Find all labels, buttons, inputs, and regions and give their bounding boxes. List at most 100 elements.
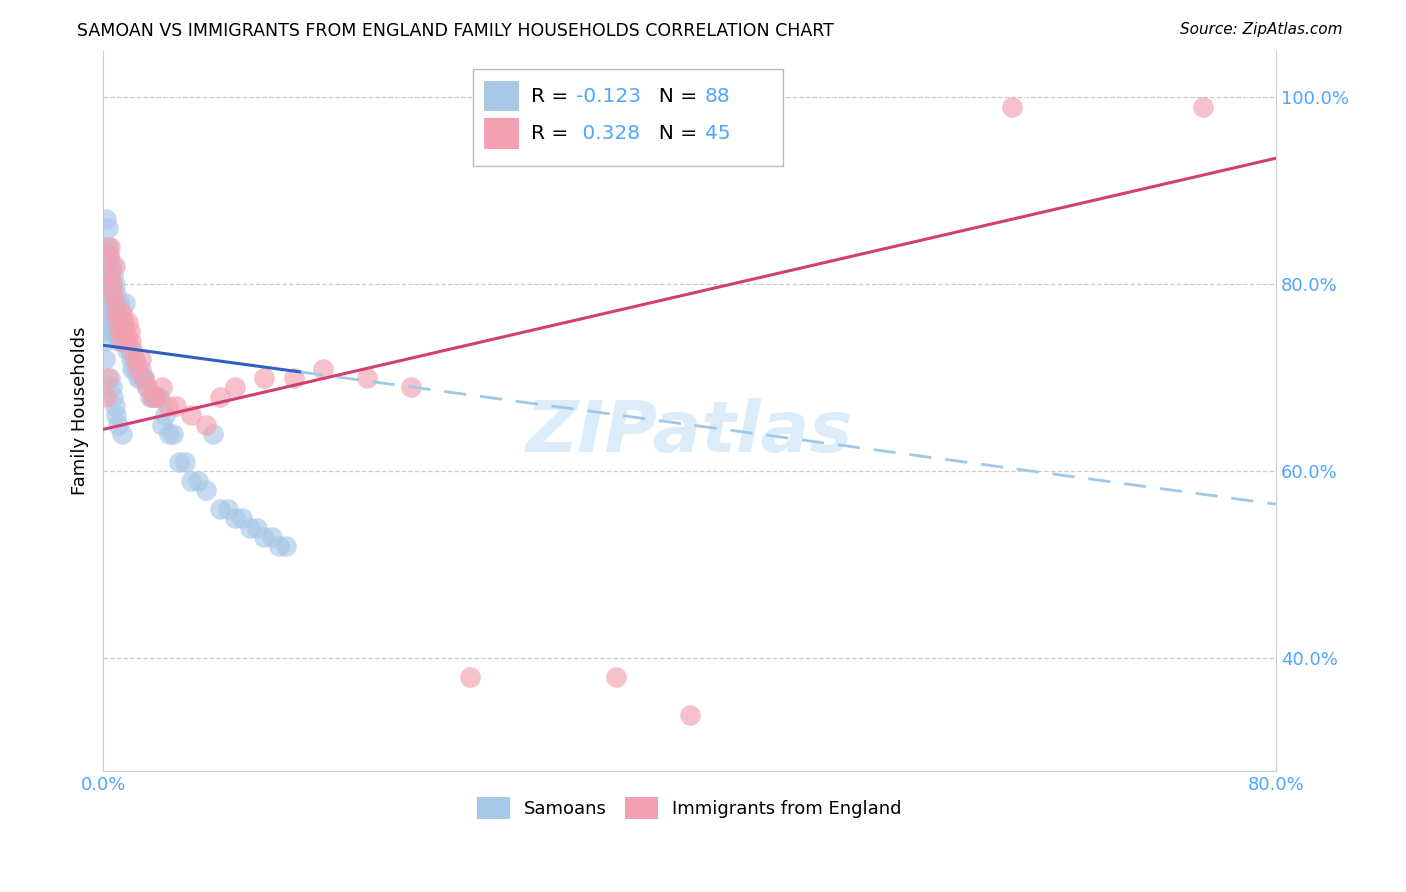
Point [239, 520, 262, 534]
Point [148, 390, 170, 404]
Point [100, 296, 122, 310]
Point [105, 409, 128, 423]
Text: N =: N = [647, 87, 703, 105]
Point [108, 324, 131, 338]
Point [103, 390, 125, 404]
Point [224, 511, 246, 525]
Point [165, 399, 187, 413]
Point [98, 268, 121, 282]
Point [169, 455, 191, 469]
Point [150, 417, 173, 432]
Point [194, 417, 217, 432]
Point [104, 259, 127, 273]
Point [117, 334, 139, 348]
Text: N =: N = [647, 124, 703, 143]
Y-axis label: Family Households: Family Households [72, 326, 89, 495]
Point [187, 474, 209, 488]
Point [136, 380, 159, 394]
Point [127, 361, 149, 376]
Point [209, 501, 232, 516]
Point [134, 371, 156, 385]
Point [157, 427, 180, 442]
Legend: Samoans, Immigrants from England: Samoans, Immigrants from England [470, 790, 908, 827]
Point [101, 277, 124, 292]
Text: SAMOAN VS IMMIGRANTS FROM ENGLAND FAMILY HOUSEHOLDS CORRELATION CHART: SAMOAN VS IMMIGRANTS FROM ENGLAND FAMILY… [77, 22, 834, 40]
Point [108, 296, 131, 310]
Point [253, 530, 276, 544]
Point [104, 399, 127, 413]
Point [111, 315, 134, 329]
Point [93, 352, 115, 367]
Point [100, 240, 122, 254]
Point [129, 361, 152, 376]
Point [107, 296, 129, 310]
Text: 45: 45 [704, 124, 730, 143]
Point [458, 670, 481, 684]
Point [107, 315, 129, 329]
Point [94, 390, 117, 404]
Point [115, 343, 138, 357]
Point [96, 221, 118, 235]
Point [153, 409, 176, 423]
Point [98, 305, 121, 319]
Point [111, 305, 134, 319]
Point [104, 296, 127, 310]
Point [105, 305, 128, 319]
Point [267, 539, 290, 553]
Point [156, 399, 179, 413]
Point [104, 296, 127, 310]
Point [110, 324, 132, 338]
Point [96, 259, 118, 273]
Point [312, 361, 335, 376]
Text: ZIPatlas: ZIPatlas [526, 398, 853, 467]
Point [136, 380, 159, 394]
Point [101, 296, 124, 310]
Point [121, 343, 143, 357]
Text: 0.328: 0.328 [576, 124, 640, 143]
Point [100, 371, 122, 385]
Point [231, 511, 253, 525]
Point [399, 380, 422, 394]
Text: -0.123: -0.123 [576, 87, 641, 105]
Point [100, 315, 122, 329]
Point [253, 371, 276, 385]
Point [128, 371, 150, 385]
Point [103, 305, 125, 319]
Point [98, 286, 121, 301]
Point [122, 352, 145, 367]
Point [124, 352, 146, 367]
FancyBboxPatch shape [484, 81, 519, 112]
Point [107, 315, 129, 329]
Point [112, 324, 135, 338]
Point [283, 371, 305, 385]
Point [94, 324, 117, 338]
Point [94, 212, 117, 227]
Point [129, 352, 152, 367]
Point [260, 530, 283, 544]
Point [96, 371, 118, 385]
Point [101, 259, 124, 273]
Point [209, 390, 232, 404]
Point [120, 352, 142, 367]
Point [112, 315, 135, 329]
Point [139, 390, 162, 404]
Point [605, 670, 627, 684]
Point [114, 334, 136, 348]
Point [145, 390, 167, 404]
Point [103, 286, 125, 301]
Point [101, 380, 124, 394]
Text: 88: 88 [704, 87, 731, 105]
Point [114, 296, 136, 310]
Point [108, 315, 131, 329]
Point [174, 455, 197, 469]
Point [127, 371, 149, 385]
Point [100, 277, 122, 292]
Point [110, 334, 132, 348]
FancyBboxPatch shape [472, 69, 783, 166]
Point [142, 390, 165, 404]
Point [121, 361, 143, 376]
Point [96, 240, 118, 254]
Point [93, 334, 115, 348]
Point [103, 268, 125, 282]
Point [103, 286, 125, 301]
